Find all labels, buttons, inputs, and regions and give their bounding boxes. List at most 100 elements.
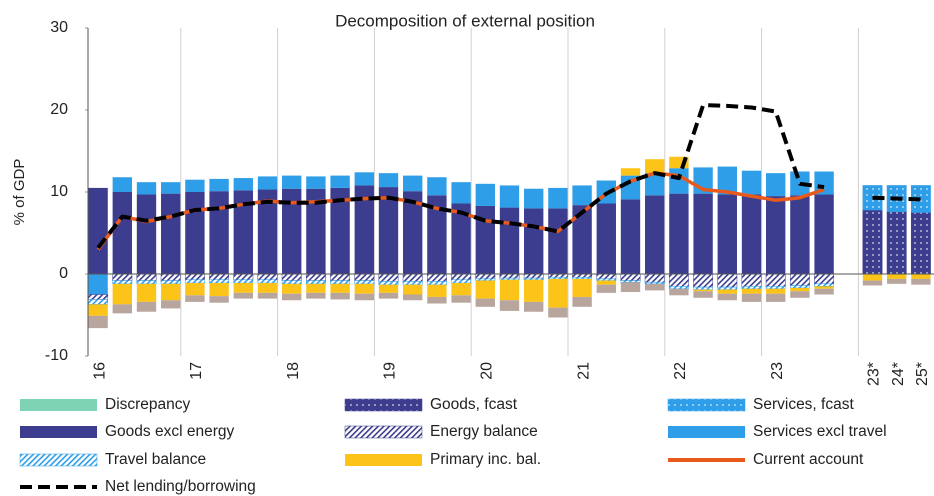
bar-segment [741,288,762,294]
bar-segment [330,292,350,300]
bar-segment [451,203,471,274]
bar-segment [88,294,109,300]
bar-segment [717,293,737,301]
bar-segment [354,185,374,274]
bar-segment [862,209,883,275]
bar-segment [668,286,689,290]
bar-segment [402,273,423,282]
legend-label: Services excl travel [753,423,887,440]
x-tick-label: 18 [285,362,302,380]
bar-segment [475,273,496,280]
bar-segment [378,281,399,285]
bar-segment [886,211,907,275]
legend-label: Goods excl energy [105,423,234,440]
bar-segment [644,273,665,283]
bar-segment [911,278,931,285]
bar-segment [475,205,495,274]
bar-segment [282,188,302,274]
bar-segment [789,285,810,289]
bar-segment [330,175,350,188]
bar-segment [790,171,810,196]
bar-segment [330,187,350,274]
bar-segment [257,176,278,190]
bar-segment [112,177,132,192]
x-tick-label: 17 [188,362,205,380]
bar-segment [766,288,786,294]
bar-segment [354,280,375,285]
bar-segment [330,273,351,281]
bar-segment [136,182,157,195]
bars [88,156,931,329]
bar-segment [378,292,399,299]
bar-segment [88,304,108,316]
bar-segment [572,296,592,307]
bar-segment [378,273,399,282]
bar-segment [596,203,616,274]
bar-segment [233,190,253,274]
bar-segment [209,178,229,192]
bar-segment [306,283,326,293]
bar-segment [572,205,592,274]
bar-segment [814,283,835,287]
bar-segment [233,292,253,299]
bar-segment [88,187,108,274]
bar-segment [790,287,810,292]
bar-segment [475,183,495,206]
bar-segment [403,284,423,295]
y-tick-label: -10 [45,347,68,364]
bar-segment [717,273,738,288]
bar-segment [620,273,641,281]
legend-swatch [667,398,746,412]
bar-segment [161,193,181,274]
bar-segment [330,283,350,293]
bar-segment [524,301,544,312]
legend-label: Services, fcast [753,396,854,413]
y-tick-label: 10 [50,183,68,200]
bar-segment [136,283,157,302]
legend-label: Travel balance [105,451,206,468]
bar-segment [524,208,544,274]
legend-label: Primary inc. bal. [430,451,541,468]
x-tick-label: 23 [769,362,786,380]
y-tick-label: 20 [50,101,68,118]
bar-segment [911,274,931,279]
bar-segment [281,280,302,285]
bar-segment [693,193,713,274]
bar-segment [451,279,472,284]
bar-segment [112,283,132,305]
bar-segment [765,286,786,290]
bar-segment [257,292,278,299]
bar-segment [669,193,689,274]
bar-segment [330,280,351,285]
bar-segment [499,277,520,280]
bar-segment [281,273,302,281]
bar-segment [596,284,616,293]
bar-segment [112,273,133,281]
x-tick-label: 19 [382,362,399,380]
bar-segment [161,182,181,194]
bar-segment [887,278,907,284]
bar-segment [790,291,810,298]
bar-segment [645,159,665,174]
bar-segment [499,185,520,208]
bar-segment [209,283,229,297]
bar-segment [282,293,302,301]
bar-segment [305,280,326,285]
bar-segment [427,195,447,274]
bar-segment [814,288,834,295]
bar-segment [161,283,181,301]
bar-segment [402,281,423,285]
bar-segment [693,289,713,292]
bar-segment [161,300,181,309]
legend-label: Discrepancy [105,396,191,413]
bar-segment [136,194,157,274]
bar-segment [814,286,834,289]
bar-segment [88,315,108,329]
legend-swatch [20,399,97,411]
bar-segment [426,273,447,282]
bar-segment [668,273,689,287]
bar-segment [257,283,278,293]
chart-title: Decomposition of external position [335,11,595,30]
bar-segment [741,293,762,302]
